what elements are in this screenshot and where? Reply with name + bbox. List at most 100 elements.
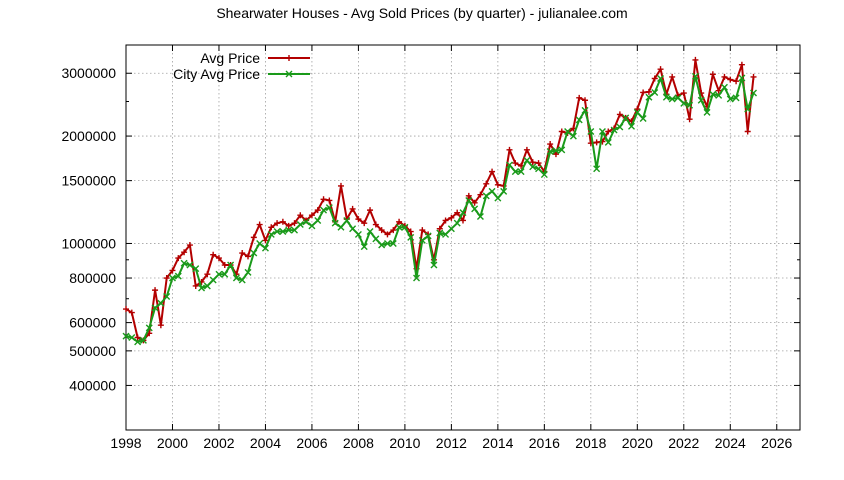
y-tick-label: 1500000 <box>61 173 116 189</box>
data-point <box>587 127 595 135</box>
data-point <box>523 146 530 153</box>
axes: 1998 2000 2002 2004 2006 2008 2010 2012 2014 2016… <box>61 44 801 451</box>
data-point <box>436 229 444 237</box>
data-point <box>552 147 560 155</box>
series-avg-price <box>123 56 757 344</box>
y-tick-label: 600000 <box>69 315 116 331</box>
x-tick-label: 2004 <box>250 435 281 451</box>
data-point <box>168 274 176 282</box>
x-tick-label: 2020 <box>622 435 653 451</box>
data-point <box>285 226 293 234</box>
data-point <box>145 324 153 332</box>
data-point <box>261 244 269 252</box>
data-point <box>680 99 688 107</box>
data-point <box>198 284 206 292</box>
data-point <box>604 138 612 146</box>
chart-title: Shearwater Houses - Avg Sold Prices (by … <box>216 5 627 21</box>
data-point <box>552 151 559 158</box>
data-point <box>697 96 705 104</box>
y-tick-label: 2000000 <box>61 128 116 144</box>
data-point <box>546 148 554 156</box>
data-point <box>692 56 699 63</box>
data-point <box>744 128 751 135</box>
x-tick-label: 2016 <box>529 435 560 451</box>
data-point <box>436 225 443 232</box>
legend-marker <box>286 55 292 61</box>
data-point <box>686 101 694 109</box>
data-point <box>442 217 449 224</box>
data-point <box>134 334 141 341</box>
data-point <box>349 225 357 233</box>
data-point <box>163 275 170 282</box>
data-point <box>581 106 589 114</box>
data-point <box>395 223 403 231</box>
data-point <box>535 160 542 167</box>
data-point <box>424 232 432 240</box>
data-point <box>651 88 659 96</box>
data-point <box>494 181 501 188</box>
data-point <box>396 218 403 225</box>
data-point <box>721 73 728 80</box>
data-point <box>529 159 536 166</box>
data-point <box>622 114 630 122</box>
data-point <box>709 90 717 98</box>
data-point <box>139 336 147 344</box>
data-point <box>186 261 194 269</box>
data-point <box>186 242 193 249</box>
data-point <box>157 322 164 329</box>
data-point <box>471 199 478 206</box>
data-point <box>367 207 374 214</box>
legend-label: City Avg Price <box>173 66 260 82</box>
data-point <box>680 90 687 97</box>
data-point <box>256 239 264 247</box>
data-point <box>651 75 658 82</box>
data-point <box>483 180 490 187</box>
data-point <box>727 76 734 83</box>
data-point <box>227 261 235 269</box>
data-point <box>354 230 362 238</box>
series-line <box>125 58 755 342</box>
data-point <box>454 209 461 216</box>
data-point <box>152 287 159 294</box>
legend-label: Avg Price <box>200 50 260 66</box>
data-point <box>738 61 745 68</box>
x-tick-label: 2014 <box>482 435 513 451</box>
data-point <box>494 194 502 202</box>
data-point <box>720 83 728 91</box>
data-point <box>506 146 513 153</box>
data-point <box>447 225 455 233</box>
series-city-avg-price <box>122 72 758 346</box>
data-point <box>134 338 142 346</box>
y-tick-label: 1000000 <box>61 235 116 251</box>
data-point <box>750 73 757 80</box>
data-point <box>413 274 421 282</box>
series-layer <box>122 56 758 346</box>
data-point <box>326 197 333 204</box>
data-point <box>320 206 328 214</box>
data-point <box>511 168 519 176</box>
data-point <box>662 93 670 101</box>
data-point <box>181 249 188 256</box>
data-point <box>383 239 391 247</box>
data-point <box>639 115 647 123</box>
data-point <box>744 105 752 113</box>
data-point <box>558 128 565 135</box>
data-point <box>279 218 286 225</box>
data-point <box>192 282 199 289</box>
data-point <box>256 221 263 228</box>
data-point <box>360 243 368 251</box>
data-point <box>674 94 682 102</box>
data-point <box>616 123 624 131</box>
data-point <box>308 212 315 219</box>
data-point <box>314 207 321 214</box>
data-point <box>593 139 600 146</box>
data-point <box>477 191 484 198</box>
data-point <box>221 262 228 269</box>
data-point <box>390 227 397 234</box>
x-tick-label: 2022 <box>668 435 699 451</box>
data-point <box>320 196 327 203</box>
data-point <box>122 332 130 340</box>
data-point <box>564 127 572 135</box>
data-point <box>523 156 531 164</box>
data-point <box>157 299 165 307</box>
